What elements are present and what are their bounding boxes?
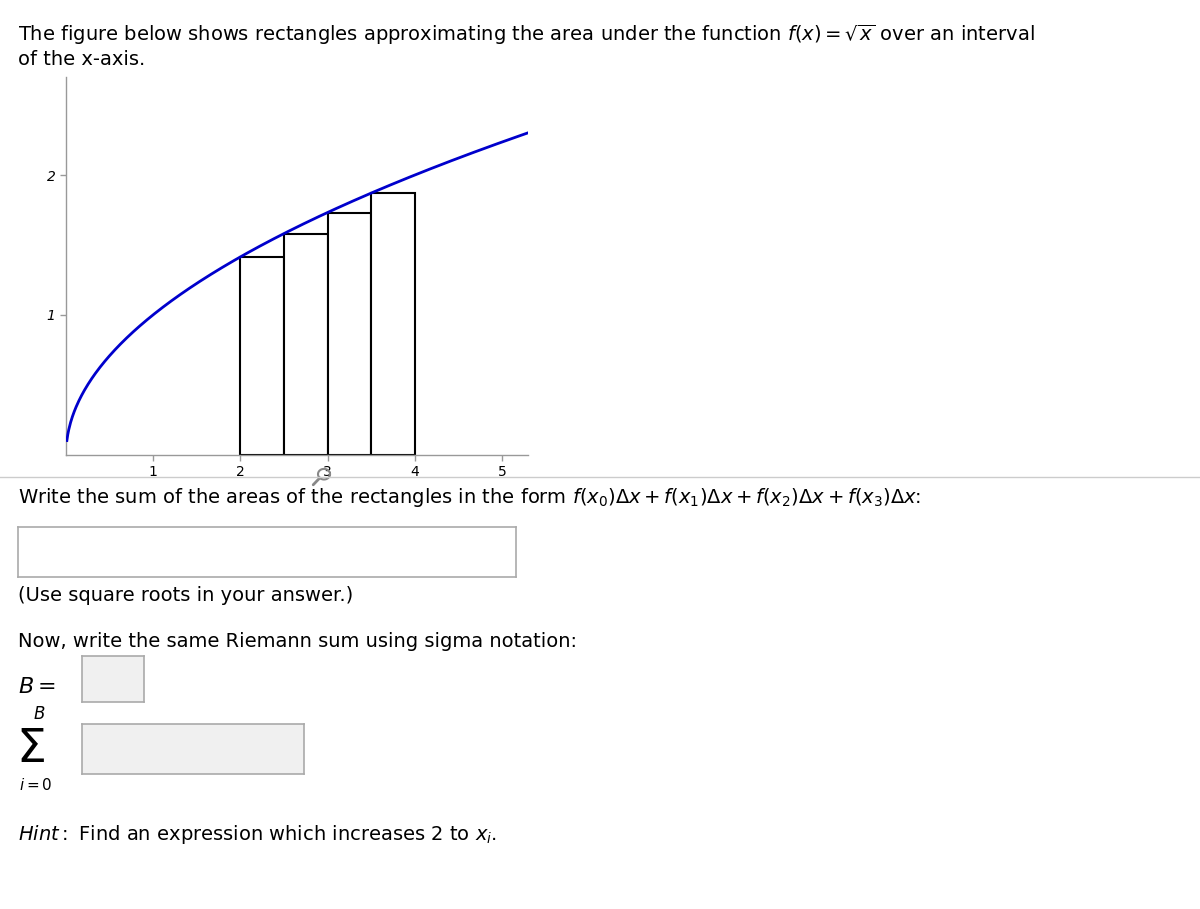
Bar [328,213,371,454]
Text: $B$: $B$ [34,704,46,723]
Text: The figure below shows rectangles approximating the area under the function $f(x: The figure below shows rectangles approx… [18,23,1034,47]
Text: Write the sum of the areas of the rectangles in the form $f(x_0)\Delta x + f(x_1: Write the sum of the areas of the rectan… [18,486,922,509]
Text: of the x-axis.: of the x-axis. [18,50,145,69]
Text: $\mathit{Hint:}$ Find an expression which increases 2 to $x_i$.: $\mathit{Hint:}$ Find an expression whic… [18,823,497,845]
Text: $B =$: $B =$ [18,677,56,697]
Text: Now, write the same Riemann sum using sigma notation:: Now, write the same Riemann sum using si… [18,632,577,651]
Bar [371,193,415,454]
Bar [240,257,284,454]
Text: $i=0$: $i=0$ [19,777,53,794]
Text: $\Sigma$: $\Sigma$ [16,727,44,773]
Text: (Use square roots in your answer.): (Use square roots in your answer.) [18,586,353,605]
Bar [284,234,328,454]
